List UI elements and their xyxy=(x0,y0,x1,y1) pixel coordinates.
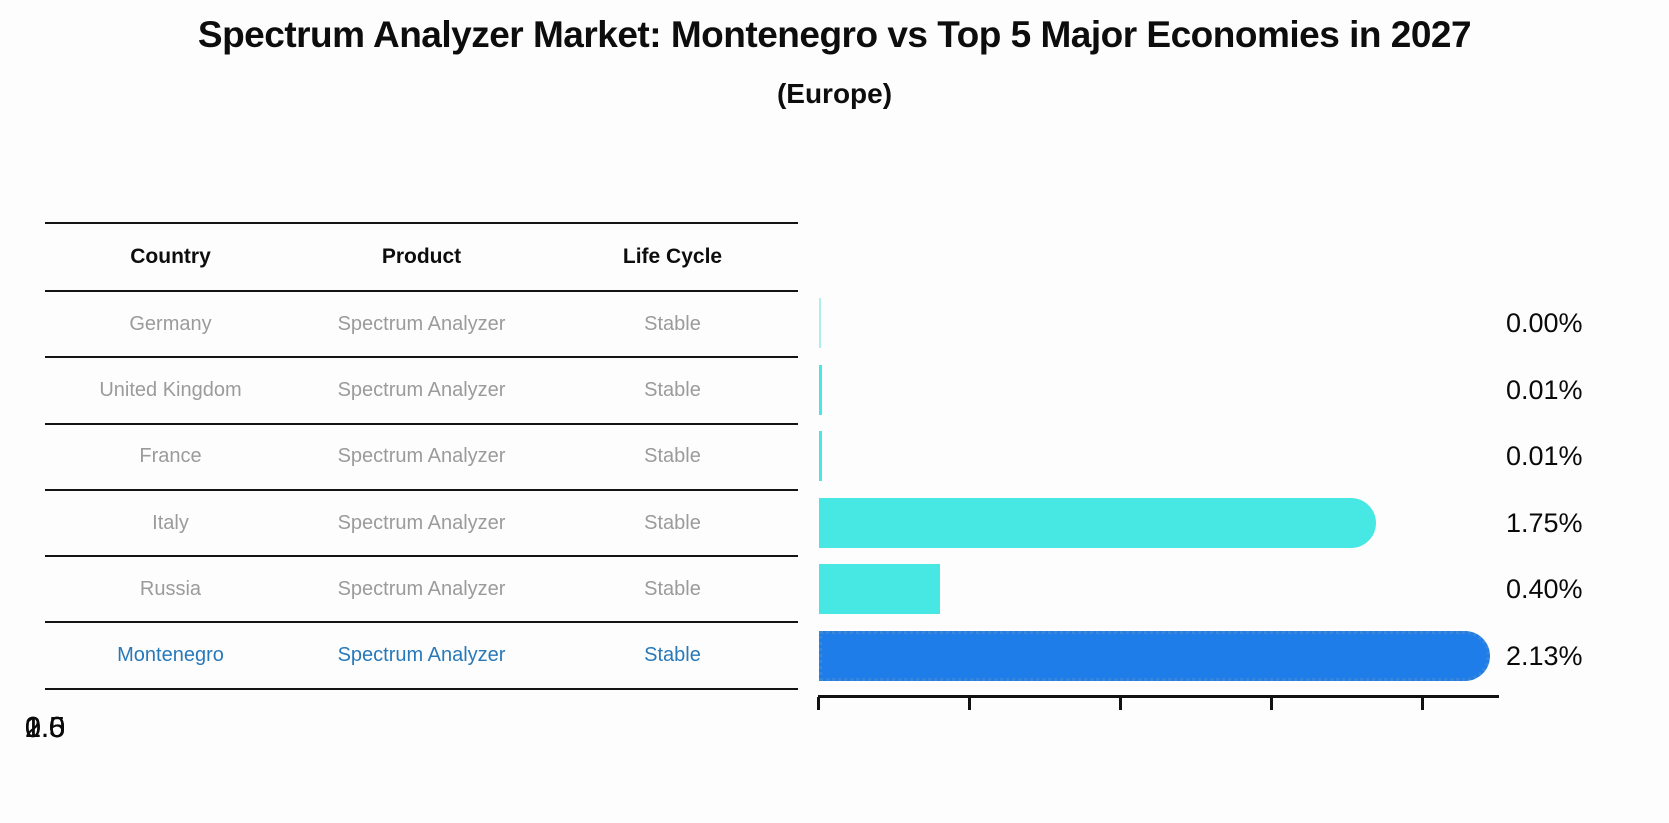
column-header-life-cycle: Life Cycle xyxy=(622,245,723,268)
cell-product: Spectrum Analyzer xyxy=(337,312,506,335)
table-row: France Spectrum Analyzer Stable xyxy=(45,425,798,491)
x-tick-label: 1.5 xyxy=(24,712,66,744)
bar-montenegro xyxy=(819,631,1490,681)
cell-product: Spectrum Analyzer xyxy=(337,378,506,401)
cell-country: United Kingdom xyxy=(99,378,242,401)
cell-life-cycle: Stable xyxy=(644,378,701,401)
table-row: Russia Spectrum Analyzer Stable xyxy=(45,557,798,624)
x-axis-tick xyxy=(1270,697,1273,710)
bar-russia xyxy=(819,564,940,614)
chart-subtitle: (Europe) xyxy=(776,78,893,109)
cell-life-cycle: Stable xyxy=(644,577,701,600)
bar-united-kingdom xyxy=(819,365,822,415)
cell-country: Russia xyxy=(139,577,202,600)
cell-country: France xyxy=(139,445,202,468)
column-header-product: Product xyxy=(381,245,462,268)
value-label-germany: 0.00% xyxy=(1506,308,1583,338)
x-axis-tick xyxy=(968,697,971,710)
cell-life-cycle: Stable xyxy=(644,312,701,335)
x-tick-label: 2.0 xyxy=(24,712,66,744)
table-header-row: Country Product Life Cycle xyxy=(45,224,798,292)
table-row: Germany Spectrum Analyzer Stable xyxy=(45,292,798,359)
cell-country: Germany xyxy=(129,312,212,335)
column-header-country: Country xyxy=(130,245,211,268)
cell-product: Spectrum Analyzer xyxy=(337,577,506,600)
value-label-france: 0.01% xyxy=(1506,441,1583,471)
x-axis-tick xyxy=(1119,697,1122,710)
x-axis-line xyxy=(818,695,1499,698)
cell-life-cycle: Stable xyxy=(644,445,701,468)
table-row-montenegro: Montenegro Spectrum Analyzer Stable xyxy=(45,623,798,690)
cell-country: Montenegro xyxy=(117,644,224,667)
value-label-italy: 1.75% xyxy=(1506,508,1583,538)
x-axis-tick xyxy=(817,697,820,710)
value-label-montenegro: 2.13% xyxy=(1506,641,1583,671)
x-tick-label: 0.0 xyxy=(24,712,66,744)
cell-country: Italy xyxy=(152,511,189,534)
table-row: United Kingdom Spectrum Analyzer Stable xyxy=(45,358,798,425)
cell-life-cycle: Stable xyxy=(644,511,701,534)
table-row: Italy Spectrum Analyzer Stable xyxy=(45,491,798,558)
chart-title: Spectrum Analyzer Market: Montenegro vs … xyxy=(197,14,1472,55)
cell-product: Spectrum Analyzer xyxy=(337,445,506,468)
cell-product: Spectrum Analyzer xyxy=(337,511,506,534)
value-label-united-kingdom: 0.01% xyxy=(1506,375,1583,405)
cell-product: Spectrum Analyzer xyxy=(337,644,506,667)
bar-italy xyxy=(819,498,1376,548)
cell-life-cycle: Stable xyxy=(644,644,701,667)
value-label-russia: 0.40% xyxy=(1506,574,1583,604)
x-tick-label: 1.0 xyxy=(24,712,66,744)
x-tick-label: 0.5 xyxy=(24,712,66,744)
bar-france xyxy=(819,431,822,481)
bar-germany xyxy=(819,298,821,348)
country-table: Country Product Life Cycle Germany Spect… xyxy=(45,222,798,690)
x-axis-tick xyxy=(1421,697,1424,710)
